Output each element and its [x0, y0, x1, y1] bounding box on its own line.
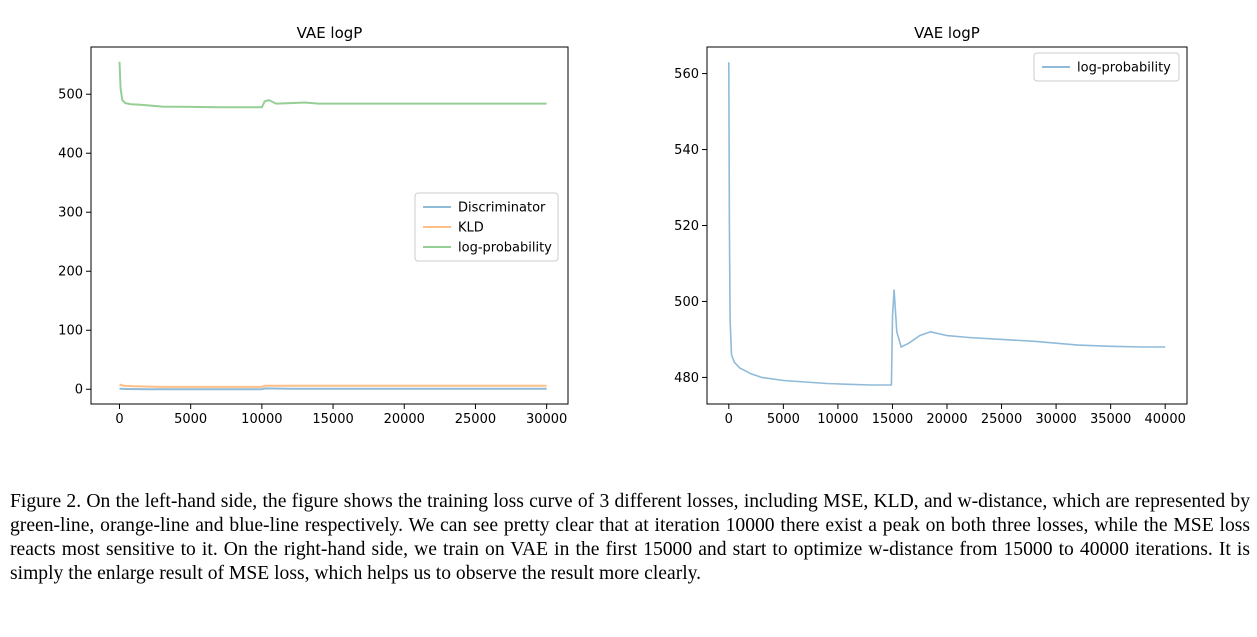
- y-tick-label: 100: [58, 324, 83, 339]
- x-tick-label: 5000: [767, 412, 800, 427]
- chart-title: VAE logP: [297, 24, 363, 42]
- x-tick-label: 30000: [526, 412, 567, 427]
- y-tick-label: 300: [58, 206, 83, 221]
- x-tick-label: 25000: [981, 412, 1022, 427]
- x-tick-label: 5000: [174, 412, 207, 427]
- x-tick-label: 15000: [872, 412, 913, 427]
- series-line-log-probability: [728, 62, 1166, 386]
- x-tick-label: 15000: [312, 412, 353, 427]
- x-tick-label: 35000: [1090, 412, 1131, 427]
- legend-box: [1033, 52, 1180, 82]
- y-tick-label: 520: [674, 219, 699, 234]
- y-tick-label: 200: [58, 265, 83, 280]
- x-tick-label: 30000: [1035, 412, 1076, 427]
- legend-label: KLD: [458, 221, 484, 236]
- x-tick-label: 20000: [926, 412, 967, 427]
- y-tick-label: 560: [674, 67, 699, 82]
- legend: log-probability: [1033, 52, 1180, 82]
- chart-title: VAE logP: [914, 24, 980, 42]
- x-tick-label: 0: [115, 412, 123, 427]
- y-tick-label: 480: [674, 371, 699, 386]
- y-tick-label: 500: [674, 295, 699, 310]
- legend-box: [414, 192, 559, 262]
- y-tick-label: 540: [674, 143, 699, 158]
- plot-frame: [90, 46, 569, 405]
- figure-caption: Figure 2. On the left-hand side, the fig…: [10, 491, 1250, 584]
- y-tick-label: 500: [58, 88, 83, 103]
- x-tick-label: 25000: [455, 412, 496, 427]
- legend-label: log-probability: [458, 241, 552, 256]
- x-tick-label: 40000: [1145, 412, 1186, 427]
- series-line-kld: [119, 383, 547, 388]
- series-line-log-probability: [118, 61, 547, 109]
- right-chart: VAE logP 0 5000 10000 15000 20000 25000 30000 35…: [674, 24, 1188, 427]
- x-tick-label: 10000: [241, 412, 282, 427]
- x-tick-label: 0: [725, 412, 733, 427]
- legend-label: log-probability: [1077, 61, 1171, 76]
- y-tick-label: 0: [75, 383, 83, 398]
- y-tick-label: 400: [58, 147, 83, 162]
- legend: Discriminator KLD log-probability: [414, 192, 559, 262]
- series-line-discriminator: [119, 387, 547, 391]
- x-tick-label: 20000: [384, 412, 425, 427]
- legend-label: Discriminator: [458, 201, 546, 216]
- plot-frame: [706, 46, 1188, 405]
- left-chart: VAE logP 0 5000 10000 15000 20000 25000 30000 0 1…: [58, 24, 569, 427]
- x-tick-label: 10000: [817, 412, 858, 427]
